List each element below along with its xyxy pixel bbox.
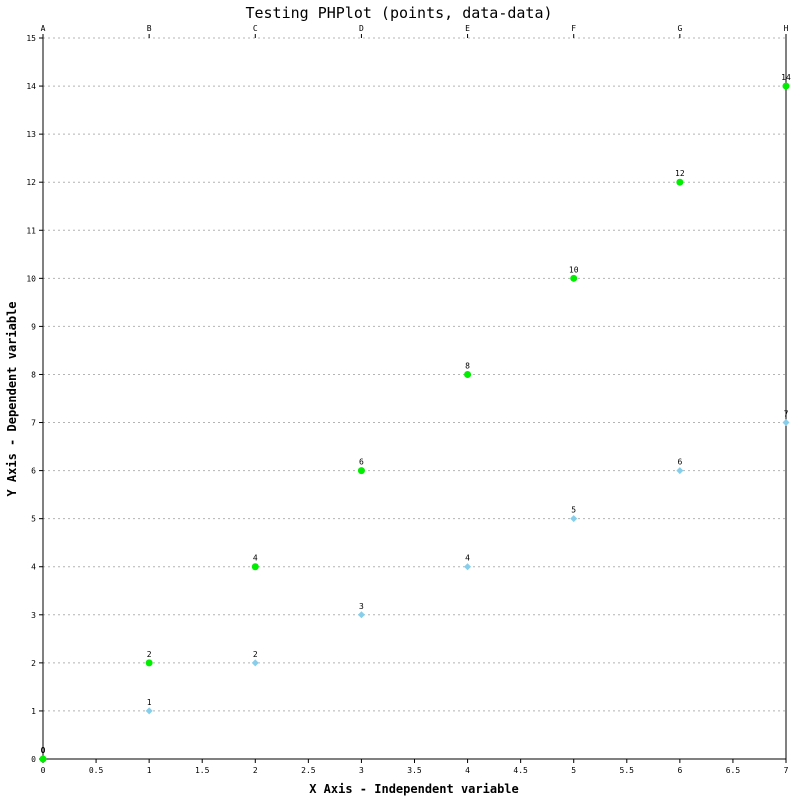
data-label: 4 [253,554,258,563]
y-tick-label: 14 [26,82,36,91]
data-point [145,707,153,715]
y-tick-label: 3 [31,611,36,620]
x-tick-label: 6.5 [726,766,741,775]
top-tick-label: D [359,24,364,33]
x-tick-label: 5.5 [620,766,635,775]
data-point [676,178,684,186]
y-tick-label: 9 [31,322,36,331]
data-point [570,274,578,282]
data-label: 6 [677,458,682,467]
y-tick-label: 10 [26,274,36,283]
data-point [782,419,790,427]
y-tick-label: 11 [26,226,36,235]
data-label: 12 [675,169,685,178]
chart-title: Testing PHPlot (points, data-data) [245,4,552,22]
top-tick-label: E [465,24,470,33]
x-tick-label: 0 [41,766,46,775]
y-tick-label: 5 [31,515,36,524]
data-label: 1 [147,698,152,707]
data-point [357,611,365,619]
top-tick-label: A [41,24,46,33]
data-label: 7 [784,410,789,419]
data-label: 14 [781,73,791,82]
x-tick-label: 1 [147,766,152,775]
y-tick-label: 2 [31,659,36,668]
top-tick-label: G [677,24,682,33]
x-tick-label: 1.5 [195,766,210,775]
data-point [39,755,47,763]
y-tick-label: 6 [31,467,36,476]
data-point [782,82,790,90]
data-point [464,370,472,378]
top-tick-label: F [571,24,576,33]
data-points [39,82,790,763]
x-tick-label: 0.5 [89,766,104,775]
y-tick-label: 0 [31,755,36,764]
data-point [570,515,578,523]
x-axis-title: X Axis - Independent variable [309,782,519,796]
x-tick-label: 4 [465,766,470,775]
top-tick-label: B [147,24,152,33]
data-label: 0 [41,746,46,755]
axes [39,34,787,763]
y-tick-label: 8 [31,370,36,379]
y-axis-title: Y Axis - Dependent variable [5,301,19,496]
data-label: 2 [147,650,152,659]
data-point [145,659,153,667]
data-label: 5 [571,506,576,515]
data-point [357,467,365,475]
x-tick-label: 3 [359,766,364,775]
data-label: 0 [41,746,46,755]
data-label: 2 [253,650,258,659]
x-tick-label: 4.5 [513,766,528,775]
data-label: 4 [465,554,470,563]
y-tick-label: 13 [26,130,36,139]
top-tick-label: C [253,24,258,33]
y-tick-label: 7 [31,419,36,428]
y-tick-label: 12 [26,178,36,187]
y-tick-label: 4 [31,563,36,572]
y-tick-label: 15 [26,34,36,43]
x-tick-label: 7 [784,766,789,775]
data-label: 8 [465,361,470,370]
data-label: 6 [359,458,364,467]
data-point [676,467,684,475]
gridlines [43,37,786,712]
data-point [464,563,472,571]
x-tick-label: 2 [253,766,258,775]
x-tick-label: 5 [571,766,576,775]
data-label: 3 [359,602,364,611]
top-tick-label: H [784,24,789,33]
data-label: 10 [569,265,579,274]
data-point [251,563,259,571]
x-tick-label: 6 [677,766,682,775]
x-tick-label: 2.5 [301,766,316,775]
y-tick-label: 1 [31,707,36,716]
data-point [251,659,259,667]
x-tick-label: 3.5 [407,766,422,775]
